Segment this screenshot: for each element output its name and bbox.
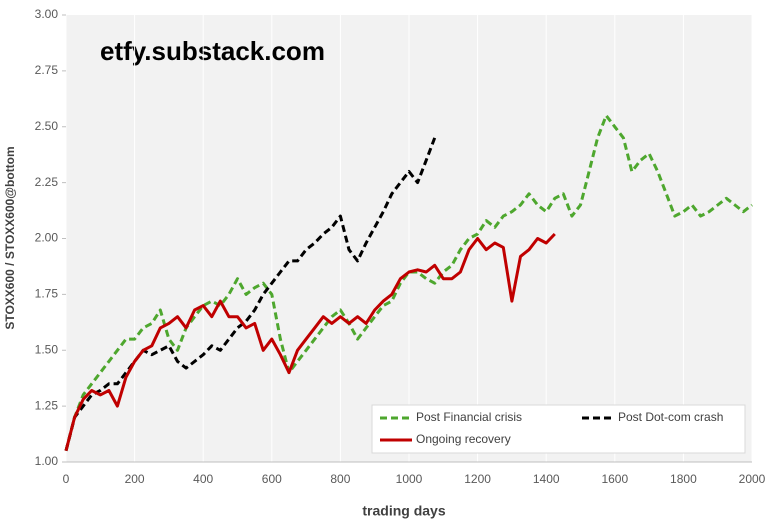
x-tick-label: 1600 [601, 472, 628, 486]
y-tick-label: 1.50 [35, 342, 59, 356]
x-tick-label: 400 [193, 472, 213, 486]
y-tick-label: 1.75 [35, 287, 59, 301]
y-tick-label: 2.00 [35, 231, 59, 245]
y-tick-label: 1.25 [35, 398, 59, 412]
y-tick-label: 1.00 [35, 454, 59, 468]
series-line [64, 137, 437, 452]
x-tick-label: 0 [63, 472, 70, 486]
y-tick-label: 2.75 [35, 63, 59, 77]
y-tick-label: 2.50 [35, 119, 59, 133]
x-tick-label: 1000 [396, 472, 423, 486]
x-tick-label: 1400 [533, 472, 560, 486]
chart-title: etfy.substack.com [100, 36, 325, 66]
x-tick-label: 2000 [739, 472, 766, 486]
series-line [64, 232, 556, 452]
x-tick-label: 1200 [464, 472, 491, 486]
legend-label: Post Dot-com crash [618, 410, 723, 424]
y-axis-label: STOXX600 / STOXX600@bottom [3, 146, 17, 329]
legend-label: Post Financial crisis [416, 410, 522, 424]
y-tick-label: 3.00 [35, 7, 59, 21]
x-tick-label: 1800 [670, 472, 697, 486]
series-line [64, 114, 753, 452]
legend-label: Ongoing recovery [416, 432, 511, 446]
x-tick-label: 800 [330, 472, 350, 486]
x-tick-label: 600 [262, 472, 282, 486]
x-axis-label: trading days [362, 503, 445, 519]
x-tick-label: 200 [125, 472, 145, 486]
legend-box [371, 404, 746, 454]
y-tick-label: 2.25 [35, 175, 59, 189]
